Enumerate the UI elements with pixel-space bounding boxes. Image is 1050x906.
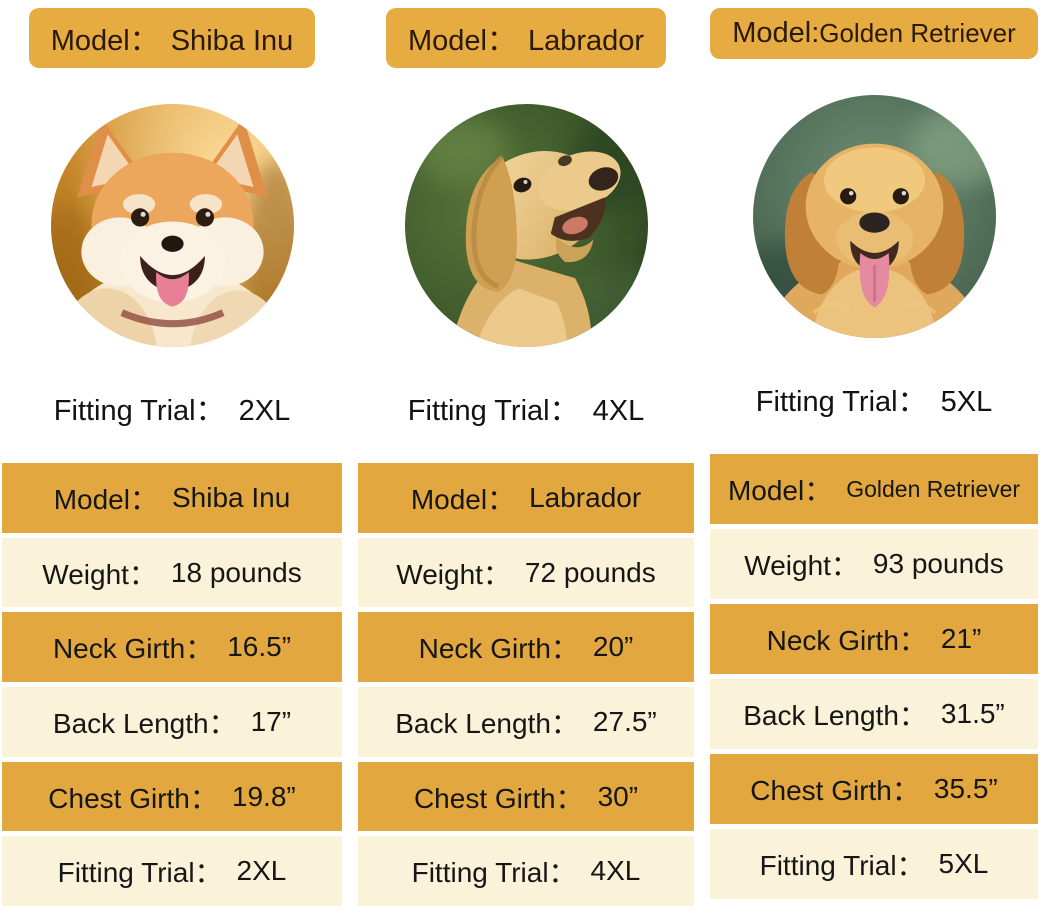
spec-row-fitting-trial: Fitting Trial： 2XL bbox=[2, 836, 342, 906]
spec-value: 20” bbox=[592, 631, 634, 663]
spec-value: 2XL bbox=[236, 855, 287, 887]
fitting-trial-value: 4XL bbox=[592, 395, 645, 427]
fitting-trial-caption: Fitting Trial： 5XL bbox=[756, 378, 992, 418]
fitting-trial-caption: Fitting Trial： 2XL bbox=[54, 387, 290, 427]
spec-value: 93 pounds bbox=[872, 548, 1004, 579]
spec-label: Weight： bbox=[744, 550, 859, 581]
spec-value: Labrador bbox=[529, 481, 642, 513]
spec-table: Model： Shiba Inu Weight： 18 pounds Neck … bbox=[2, 463, 342, 906]
spec-row-neck-girth: Neck Girth： 21” bbox=[710, 604, 1038, 674]
spec-value: 35.5” bbox=[933, 773, 998, 804]
shiba-inu-photo bbox=[50, 104, 294, 347]
spec-row-chest-girth: Chest Girth： 30” bbox=[358, 761, 694, 832]
spec-row-back-length: Back Length： 27.5” bbox=[358, 687, 694, 757]
spec-label: Fitting Trial： bbox=[57, 857, 223, 889]
spec-label: Fitting Trial： bbox=[411, 857, 577, 889]
spec-row-back-length: Back Length： 17” bbox=[2, 687, 342, 757]
spec-row-model: Model： Shiba Inu bbox=[2, 463, 342, 533]
spec-value: 19.8” bbox=[231, 780, 296, 812]
spec-value: 31.5” bbox=[940, 698, 1005, 729]
spec-label: Neck Girth： bbox=[418, 633, 579, 665]
model-badge: Model： Shiba Inu bbox=[28, 8, 316, 68]
spec-label: Chest Girth： bbox=[413, 782, 584, 814]
fitting-trial-value: 5XL bbox=[940, 386, 993, 418]
model-badge-value: Golden Retriever bbox=[819, 18, 1016, 48]
spec-value: 16.5” bbox=[227, 631, 292, 663]
spec-row-weight: Weight： 18 pounds bbox=[2, 537, 342, 608]
model-badge: Model： Labrador bbox=[385, 8, 667, 68]
spec-table: Model： Golden Retriever Weight： 93 pound… bbox=[710, 454, 1038, 899]
fitting-trial-label: Fitting Trial： bbox=[53, 395, 225, 427]
spec-value: 27.5” bbox=[592, 705, 657, 737]
fitting-trial-label: Fitting Trial： bbox=[407, 395, 579, 427]
model-column-labrador: Model： Labrador bbox=[358, 0, 694, 906]
spec-label: Chest Girth： bbox=[750, 775, 920, 806]
spec-row-chest-girth: Chest Girth： 35.5” bbox=[710, 754, 1038, 824]
spec-row-model: Model： Golden Retriever bbox=[710, 454, 1038, 524]
spec-value: 21” bbox=[940, 623, 982, 654]
spec-label: Back Length： bbox=[743, 700, 927, 731]
spec-label: Neck Girth： bbox=[52, 633, 214, 665]
spec-row-fitting-trial: Fitting Trial： 5XL bbox=[710, 829, 1038, 899]
model-badge: Model: Golden Retriever bbox=[710, 8, 1038, 59]
spec-value: 17” bbox=[250, 705, 292, 737]
spec-row-model: Model： Labrador bbox=[358, 463, 694, 533]
model-badge-label: Model： bbox=[407, 25, 516, 57]
spec-value: 72 pounds bbox=[524, 556, 656, 588]
model-column-shiba-inu: Model： Shiba Inu bbox=[2, 0, 342, 906]
spec-label: Neck Girth： bbox=[766, 625, 927, 656]
labrador-photo bbox=[404, 104, 648, 347]
golden-retriever-illustration bbox=[752, 95, 996, 338]
spec-row-chest-girth: Chest Girth： 19.8” bbox=[2, 761, 342, 832]
spec-label: Model： bbox=[410, 483, 516, 515]
fitting-trial-value: 2XL bbox=[238, 395, 291, 427]
spec-row-neck-girth: Neck Girth： 20” bbox=[358, 612, 694, 683]
fitting-trial-label: Fitting Trial： bbox=[755, 386, 927, 418]
spec-label: Weight： bbox=[396, 558, 511, 590]
spec-row-weight: Weight： 72 pounds bbox=[358, 537, 694, 608]
labrador-illustration bbox=[404, 104, 648, 347]
model-badge-value: Shiba Inu bbox=[170, 25, 294, 57]
spec-label: Model： bbox=[727, 475, 833, 506]
golden-retriever-photo bbox=[752, 95, 996, 338]
spec-value: 5XL bbox=[938, 848, 989, 879]
spec-label: Back Length： bbox=[395, 707, 579, 739]
spec-value: 4XL bbox=[590, 855, 641, 887]
spec-row-neck-girth: Neck Girth： 16.5” bbox=[2, 612, 342, 683]
model-badge-value: Labrador bbox=[527, 25, 645, 57]
spec-label: Chest Girth： bbox=[48, 782, 218, 814]
spec-row-back-length: Back Length： 31.5” bbox=[710, 679, 1038, 749]
spec-label: Weight： bbox=[42, 558, 157, 590]
spec-value: 18 pounds bbox=[170, 556, 302, 588]
spec-label: Back Length： bbox=[52, 707, 237, 739]
spec-row-weight: Weight： 93 pounds bbox=[710, 529, 1038, 599]
spec-value: Shiba Inu bbox=[171, 481, 291, 513]
model-badge-label: Model： bbox=[50, 25, 159, 57]
spec-value: Golden Retriever bbox=[846, 475, 1021, 502]
model-badge-label: Model: bbox=[732, 17, 820, 49]
spec-label: Fitting Trial： bbox=[759, 850, 925, 881]
spec-row-fitting-trial: Fitting Trial： 4XL bbox=[358, 836, 694, 906]
spec-value: 30” bbox=[597, 780, 639, 812]
fitting-trial-caption: Fitting Trial： 4XL bbox=[408, 387, 644, 427]
shiba-inu-illustration bbox=[50, 104, 294, 347]
spec-label: Model： bbox=[53, 483, 158, 515]
spec-table: Model： Labrador Weight： 72 pounds Neck G… bbox=[358, 463, 694, 906]
model-column-golden-retriever: Model: Golden Retriever bbox=[710, 0, 1038, 906]
